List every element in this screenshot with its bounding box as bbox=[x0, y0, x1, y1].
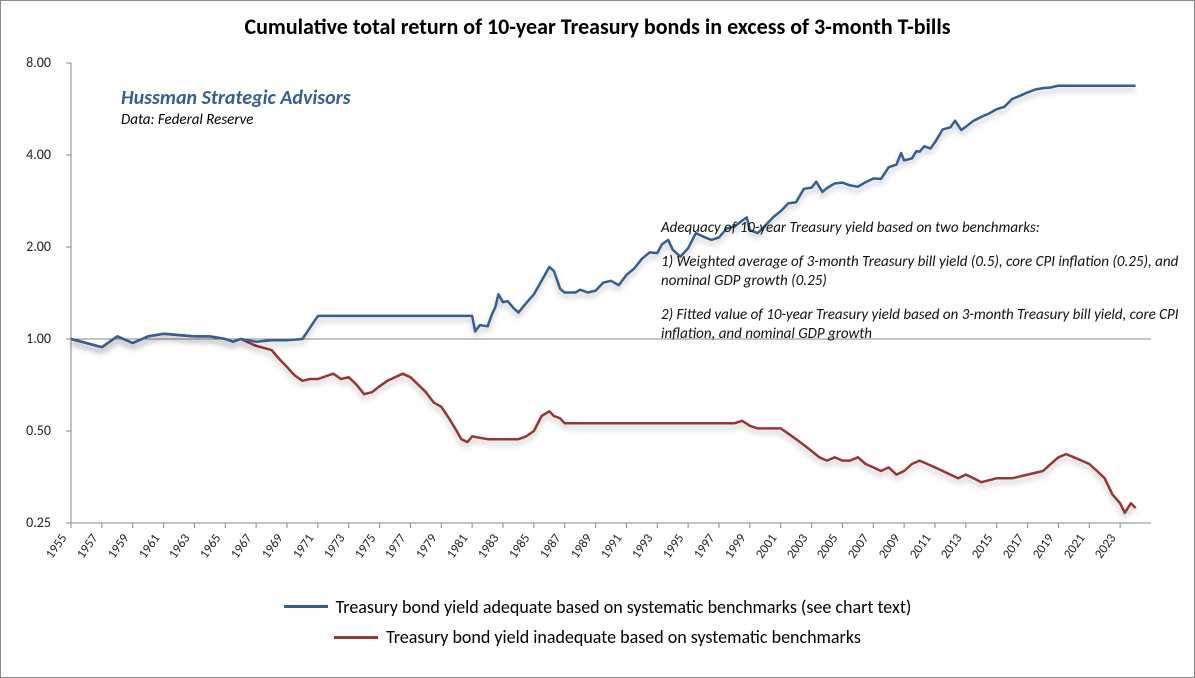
x-tick-label: 1987 bbox=[537, 531, 564, 561]
x-tick-label: 1979 bbox=[413, 531, 440, 561]
legend-item-inadequate: Treasury bond yield inadequate based on … bbox=[334, 626, 861, 648]
x-tick-label: 1971 bbox=[290, 531, 317, 561]
chart-title: Cumulative total return of 10-year Treas… bbox=[1, 13, 1194, 40]
x-tick-label: 1955 bbox=[43, 531, 70, 561]
x-tick-label: 1995 bbox=[660, 531, 687, 561]
x-tick-label: 1977 bbox=[382, 531, 409, 561]
x-tick-label: 2001 bbox=[753, 531, 780, 561]
x-tick-label: 2011 bbox=[907, 531, 934, 561]
x-tick-label: 2017 bbox=[1000, 531, 1027, 561]
x-tick-label: 2005 bbox=[814, 531, 841, 561]
x-tick-label: 1983 bbox=[475, 531, 502, 561]
x-tick-label: 2021 bbox=[1061, 531, 1088, 561]
legend-label-inadequate: Treasury bond yield inadequate based on … bbox=[386, 626, 861, 648]
x-tick-label: 2019 bbox=[1030, 531, 1057, 561]
x-tick-label: 1957 bbox=[74, 531, 101, 561]
y-tick-label: 1.00 bbox=[1, 330, 51, 347]
legend: Treasury bond yield adequate based on sy… bbox=[1, 591, 1194, 652]
x-tick-label: 2015 bbox=[969, 531, 996, 561]
x-tick-label: 1985 bbox=[506, 531, 533, 561]
series-inadequate bbox=[71, 334, 1136, 513]
x-tick-label: 1963 bbox=[166, 531, 193, 561]
x-tick-label: 1961 bbox=[136, 531, 163, 561]
x-tick-label: 2009 bbox=[876, 531, 903, 561]
x-tick-label: 2023 bbox=[1092, 531, 1119, 561]
y-tick-label: 0.50 bbox=[1, 422, 51, 439]
x-tick-label: 2007 bbox=[845, 531, 872, 561]
x-tick-label: 2003 bbox=[784, 531, 811, 561]
y-tick-label: 2.00 bbox=[1, 238, 51, 255]
legend-swatch-adequate bbox=[284, 605, 328, 608]
x-tick-label: 1975 bbox=[352, 531, 379, 561]
x-tick-label: 1967 bbox=[228, 531, 255, 561]
x-tick-label: 1999 bbox=[722, 531, 749, 561]
x-tick-label: 2013 bbox=[938, 531, 965, 561]
legend-swatch-inadequate bbox=[334, 636, 378, 639]
legend-label-adequate: Treasury bond yield adequate based on sy… bbox=[336, 596, 912, 618]
x-tick-label: 1973 bbox=[321, 531, 348, 561]
chart-annotation: Adequacy of 10-year Treasury yield based… bbox=[661, 219, 1181, 359]
x-tick-label: 1969 bbox=[259, 531, 286, 561]
x-tick-label: 1997 bbox=[691, 531, 718, 561]
x-tick-label: 1989 bbox=[568, 531, 595, 561]
annotation-benchmark-1: 1) Weighted average of 3-month Treasury … bbox=[661, 253, 1181, 292]
y-tick-label: 4.00 bbox=[1, 146, 51, 163]
x-tick-label: 1993 bbox=[629, 531, 656, 561]
x-tick-label: 1959 bbox=[105, 531, 132, 561]
x-tick-label: 1965 bbox=[197, 531, 224, 561]
x-tick-label: 1991 bbox=[598, 531, 625, 561]
x-tick-label: 1981 bbox=[444, 531, 471, 561]
annotation-benchmark-2: 2) Fitted value of 10-year Treasury yiel… bbox=[661, 306, 1181, 345]
y-tick-label: 8.00 bbox=[1, 54, 51, 71]
annotation-header: Adequacy of 10-year Treasury yield based… bbox=[661, 219, 1181, 239]
y-tick-label: 0.25 bbox=[1, 514, 51, 531]
legend-item-adequate: Treasury bond yield adequate based on sy… bbox=[284, 596, 912, 618]
